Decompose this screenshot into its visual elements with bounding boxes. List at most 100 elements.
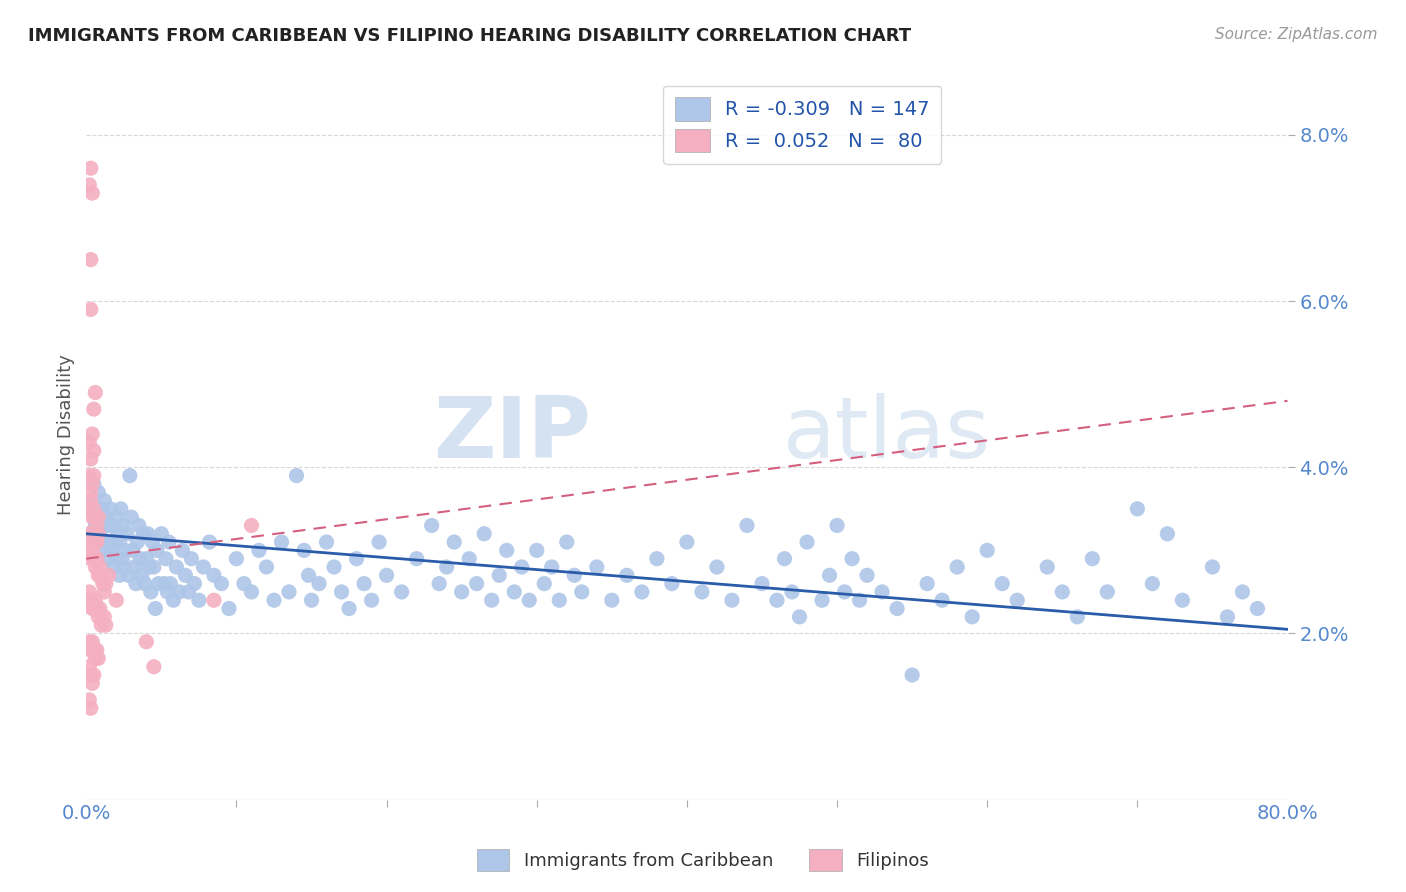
Point xyxy=(127,535,149,549)
Point xyxy=(548,593,571,607)
Legend: Immigrants from Caribbean, Filipinos: Immigrants from Caribbean, Filipinos xyxy=(470,842,936,879)
Point xyxy=(780,585,803,599)
Point xyxy=(103,518,125,533)
Point xyxy=(1156,526,1178,541)
Point xyxy=(645,551,668,566)
Point xyxy=(323,560,346,574)
Point xyxy=(901,668,924,682)
Point xyxy=(135,551,157,566)
Point xyxy=(83,526,105,541)
Point xyxy=(292,543,315,558)
Point xyxy=(427,576,450,591)
Point xyxy=(80,668,103,682)
Point xyxy=(585,560,607,574)
Point xyxy=(115,526,138,541)
Point xyxy=(94,618,117,632)
Point xyxy=(159,576,181,591)
Point xyxy=(193,560,215,574)
Point xyxy=(991,576,1014,591)
Point xyxy=(84,560,107,574)
Point xyxy=(301,593,323,607)
Point xyxy=(79,468,101,483)
Point xyxy=(80,493,103,508)
Point xyxy=(97,518,120,533)
Point xyxy=(93,493,115,508)
Point xyxy=(82,427,104,442)
Point xyxy=(83,601,105,615)
Point xyxy=(80,593,103,607)
Point xyxy=(540,560,562,574)
Point xyxy=(86,601,108,615)
Text: ZIP: ZIP xyxy=(433,392,591,475)
Point xyxy=(91,576,114,591)
Point xyxy=(562,568,585,582)
Point xyxy=(841,551,863,566)
Point xyxy=(1201,560,1223,574)
Point xyxy=(134,576,156,591)
Point xyxy=(105,593,128,607)
Point xyxy=(79,435,101,450)
Point xyxy=(676,535,699,549)
Point xyxy=(84,518,107,533)
Point xyxy=(180,551,202,566)
Point xyxy=(120,510,142,524)
Point xyxy=(472,526,495,541)
Point xyxy=(86,518,108,533)
Point xyxy=(450,585,472,599)
Point xyxy=(89,526,111,541)
Point xyxy=(146,543,169,558)
Point xyxy=(405,551,427,566)
Point xyxy=(82,510,104,524)
Point xyxy=(138,560,160,574)
Point xyxy=(97,551,120,566)
Point xyxy=(79,178,101,192)
Point xyxy=(330,585,353,599)
Point xyxy=(105,510,128,524)
Point xyxy=(135,634,157,648)
Point xyxy=(108,535,131,549)
Y-axis label: Hearing Disability: Hearing Disability xyxy=(58,353,75,515)
Point xyxy=(174,568,197,582)
Point xyxy=(108,568,131,582)
Point xyxy=(834,585,856,599)
Point xyxy=(278,585,301,599)
Point xyxy=(233,576,256,591)
Point xyxy=(83,468,105,483)
Point xyxy=(87,510,110,524)
Point xyxy=(169,585,191,599)
Point xyxy=(110,501,132,516)
Point xyxy=(82,477,104,491)
Point xyxy=(84,593,107,607)
Point xyxy=(136,526,159,541)
Point xyxy=(870,585,893,599)
Point xyxy=(96,535,118,549)
Point xyxy=(93,610,115,624)
Text: Source: ZipAtlas.com: Source: ZipAtlas.com xyxy=(1215,27,1378,42)
Point xyxy=(187,593,209,607)
Point xyxy=(142,560,165,574)
Point xyxy=(79,526,101,541)
Point xyxy=(107,526,129,541)
Point xyxy=(84,651,107,665)
Point xyxy=(79,659,101,673)
Point xyxy=(263,593,285,607)
Point xyxy=(1036,560,1059,574)
Point xyxy=(721,593,744,607)
Point xyxy=(157,535,180,549)
Point xyxy=(177,585,200,599)
Point xyxy=(225,551,247,566)
Point xyxy=(346,551,368,566)
Point xyxy=(153,576,176,591)
Point xyxy=(132,526,155,541)
Point xyxy=(183,576,205,591)
Point xyxy=(420,518,443,533)
Point xyxy=(90,501,112,516)
Point xyxy=(533,576,555,591)
Point xyxy=(82,493,104,508)
Point xyxy=(1142,576,1164,591)
Point xyxy=(111,551,134,566)
Point xyxy=(84,510,107,524)
Text: IMMIGRANTS FROM CARIBBEAN VS FILIPINO HEARING DISABILITY CORRELATION CHART: IMMIGRANTS FROM CARIBBEAN VS FILIPINO HE… xyxy=(28,27,911,45)
Point xyxy=(162,593,184,607)
Point xyxy=(526,543,548,558)
